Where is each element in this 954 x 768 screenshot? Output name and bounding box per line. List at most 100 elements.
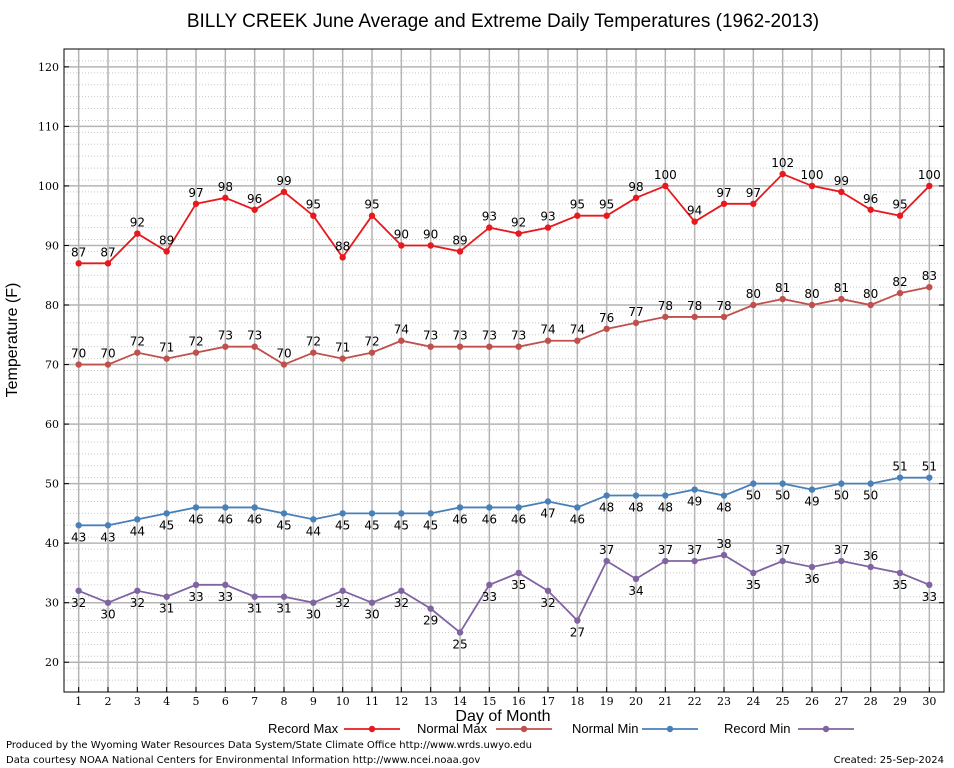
series-line bbox=[78, 172, 930, 265]
data-label: 95 bbox=[306, 198, 321, 212]
data-label: 32 bbox=[394, 596, 409, 610]
data-point bbox=[456, 343, 464, 350]
y-tick-label: 110 bbox=[38, 120, 59, 133]
data-point bbox=[75, 260, 82, 267]
data-label: 33 bbox=[218, 590, 233, 604]
data-point bbox=[603, 557, 610, 565]
x-tick-label: 3 bbox=[134, 695, 141, 708]
series-record-max: 87 87 92 89 97 98 96 99 95 88 95 90 90 89 93 92 93 95 95 98… bbox=[71, 156, 941, 267]
data-point bbox=[750, 480, 757, 487]
data-label: 50 bbox=[775, 489, 790, 503]
x-tick-label: 15 bbox=[482, 695, 496, 708]
data-label: 46 bbox=[188, 512, 203, 526]
data-point bbox=[134, 516, 141, 523]
data-label: 89 bbox=[452, 233, 467, 247]
y-tick-label: 100 bbox=[38, 180, 59, 193]
data-label: 50 bbox=[746, 489, 761, 503]
data-label: 48 bbox=[628, 501, 643, 515]
data-label: 46 bbox=[482, 512, 497, 526]
data-label: 45 bbox=[159, 518, 174, 532]
legend-marker bbox=[368, 725, 376, 733]
data-point bbox=[163, 248, 170, 255]
data-label: 44 bbox=[130, 524, 145, 538]
data-label: 31 bbox=[159, 602, 174, 616]
data-label: 98 bbox=[628, 180, 643, 194]
data-point bbox=[691, 313, 698, 321]
data-label: 33 bbox=[188, 590, 203, 604]
data-point bbox=[691, 486, 698, 493]
x-tick-label: 19 bbox=[600, 695, 614, 708]
y-tick-label: 120 bbox=[38, 61, 59, 74]
data-label: 46 bbox=[218, 512, 233, 526]
data-point bbox=[867, 206, 874, 213]
footer-credit-line: Produced by the Wyoming Water Resources … bbox=[6, 740, 532, 751]
plot-frame bbox=[63, 48, 945, 693]
data-point bbox=[427, 605, 434, 612]
data-label: 97 bbox=[188, 186, 203, 200]
data-point bbox=[339, 254, 346, 261]
data-point bbox=[427, 510, 434, 517]
data-label: 32 bbox=[335, 596, 350, 610]
data-label: 38 bbox=[716, 537, 731, 551]
data-label: 48 bbox=[599, 501, 614, 515]
data-point bbox=[486, 224, 493, 231]
data-point bbox=[310, 212, 317, 219]
data-point bbox=[603, 212, 610, 219]
data-point bbox=[427, 242, 434, 249]
data-point bbox=[368, 599, 376, 606]
data-label: 36 bbox=[863, 549, 878, 563]
data-label: 31 bbox=[247, 602, 262, 616]
data-point bbox=[926, 474, 933, 481]
data-point bbox=[896, 289, 904, 297]
data-point bbox=[192, 581, 200, 589]
data-point bbox=[603, 325, 610, 333]
legend: Record Max Normal Max Normal Min Record Min bbox=[268, 721, 854, 736]
data-point bbox=[838, 480, 845, 487]
data-point bbox=[222, 581, 229, 589]
data-label: 81 bbox=[775, 281, 790, 295]
data-label: 36 bbox=[804, 572, 819, 586]
x-tick-label: 26 bbox=[805, 695, 819, 708]
data-point bbox=[544, 224, 552, 231]
data-label: 27 bbox=[570, 626, 585, 640]
data-label: 32 bbox=[540, 596, 555, 610]
data-point bbox=[280, 593, 288, 600]
data-label: 70 bbox=[100, 347, 115, 361]
data-label: 72 bbox=[188, 335, 203, 349]
data-label: 82 bbox=[892, 275, 907, 289]
data-label: 73 bbox=[423, 329, 438, 343]
data-point bbox=[163, 510, 170, 517]
data-label: 98 bbox=[218, 180, 233, 194]
data-label: 97 bbox=[716, 186, 731, 200]
data-label: 37 bbox=[687, 543, 702, 557]
series-line bbox=[78, 554, 930, 634]
data-point bbox=[750, 301, 757, 309]
data-label: 30 bbox=[100, 608, 115, 622]
data-point bbox=[574, 617, 581, 624]
data-label: 45 bbox=[364, 518, 379, 532]
data-point bbox=[662, 182, 669, 190]
data-label: 71 bbox=[159, 341, 174, 355]
data-label: 25 bbox=[452, 637, 467, 651]
data-point bbox=[867, 301, 874, 309]
data-point bbox=[339, 355, 346, 362]
data-label: 72 bbox=[306, 335, 321, 349]
data-point bbox=[632, 492, 640, 499]
data-point bbox=[750, 200, 757, 207]
data-point bbox=[603, 492, 610, 499]
data-point bbox=[544, 337, 552, 344]
y-tick-label: 40 bbox=[45, 537, 59, 550]
data-point bbox=[251, 593, 258, 600]
data-point bbox=[104, 522, 112, 529]
data-label: 45 bbox=[423, 518, 438, 532]
data-label: 74 bbox=[540, 323, 555, 337]
data-point bbox=[427, 343, 434, 350]
legend-label: Record Max bbox=[268, 721, 339, 736]
data-point bbox=[456, 629, 464, 636]
data-point bbox=[515, 504, 522, 511]
data-point bbox=[750, 569, 757, 577]
data-point bbox=[926, 581, 933, 589]
data-point bbox=[75, 522, 82, 529]
data-point bbox=[574, 212, 581, 219]
